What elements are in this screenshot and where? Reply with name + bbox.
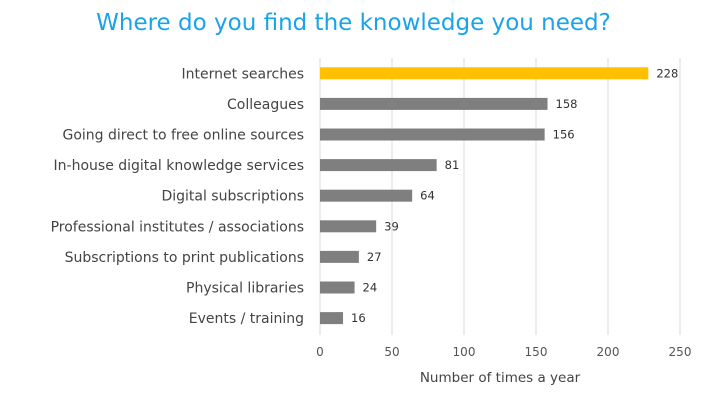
bar: [320, 250, 359, 263]
data-label: 228: [656, 66, 678, 80]
category-label: Colleagues: [227, 97, 304, 113]
category-labels: Internet searches Colleagues Going direct …: [51, 66, 304, 327]
data-label: 158: [556, 97, 578, 111]
bar: [320, 189, 413, 202]
bar: [320, 220, 377, 233]
category-label: Subscriptions to print publications: [65, 250, 304, 266]
x-tick-label: 0: [316, 345, 324, 359]
data-label: 39: [384, 219, 399, 233]
chart-title: Where do you find the knowledge you need…: [96, 10, 611, 36]
category-label: Going direct to free online sources: [63, 128, 305, 144]
data-label: 64: [420, 189, 435, 203]
x-tick-label: 200: [597, 345, 620, 359]
x-tick-label: 150: [525, 345, 548, 359]
data-label: 81: [445, 158, 460, 172]
x-tick-label: 250: [669, 345, 692, 359]
x-axis-ticks: 0 50 100 150 200 250: [316, 345, 691, 359]
category-label: Professional institutes / associations: [51, 219, 304, 235]
bars: [320, 67, 649, 325]
bar: [320, 97, 548, 110]
data-label: 156: [553, 128, 575, 142]
category-label: Internet searches: [182, 66, 304, 82]
bar: [320, 312, 344, 325]
category-label: In-house digital knowledge services: [54, 158, 304, 174]
data-label: 27: [367, 250, 382, 264]
bar: [320, 159, 437, 172]
x-tick-label: 100: [453, 345, 476, 359]
bar: [320, 281, 355, 294]
category-label: Events / training: [189, 311, 304, 327]
category-label: Digital subscriptions: [161, 189, 304, 205]
bar: [320, 67, 649, 80]
x-axis-title: Number of times a year: [420, 370, 581, 386]
data-label: 16: [351, 311, 366, 325]
data-labels: 228 158 156 81 64 39 27 24 16: [351, 66, 678, 325]
category-label: Physical libraries: [186, 281, 304, 297]
bar: [320, 128, 545, 141]
data-label: 24: [363, 281, 378, 295]
x-tick-label: 50: [384, 345, 399, 359]
